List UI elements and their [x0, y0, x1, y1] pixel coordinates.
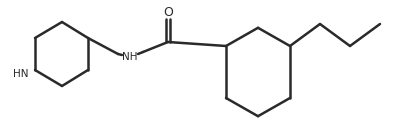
Text: O: O: [163, 6, 173, 18]
Text: NH: NH: [122, 52, 138, 62]
Text: HN: HN: [13, 69, 29, 79]
